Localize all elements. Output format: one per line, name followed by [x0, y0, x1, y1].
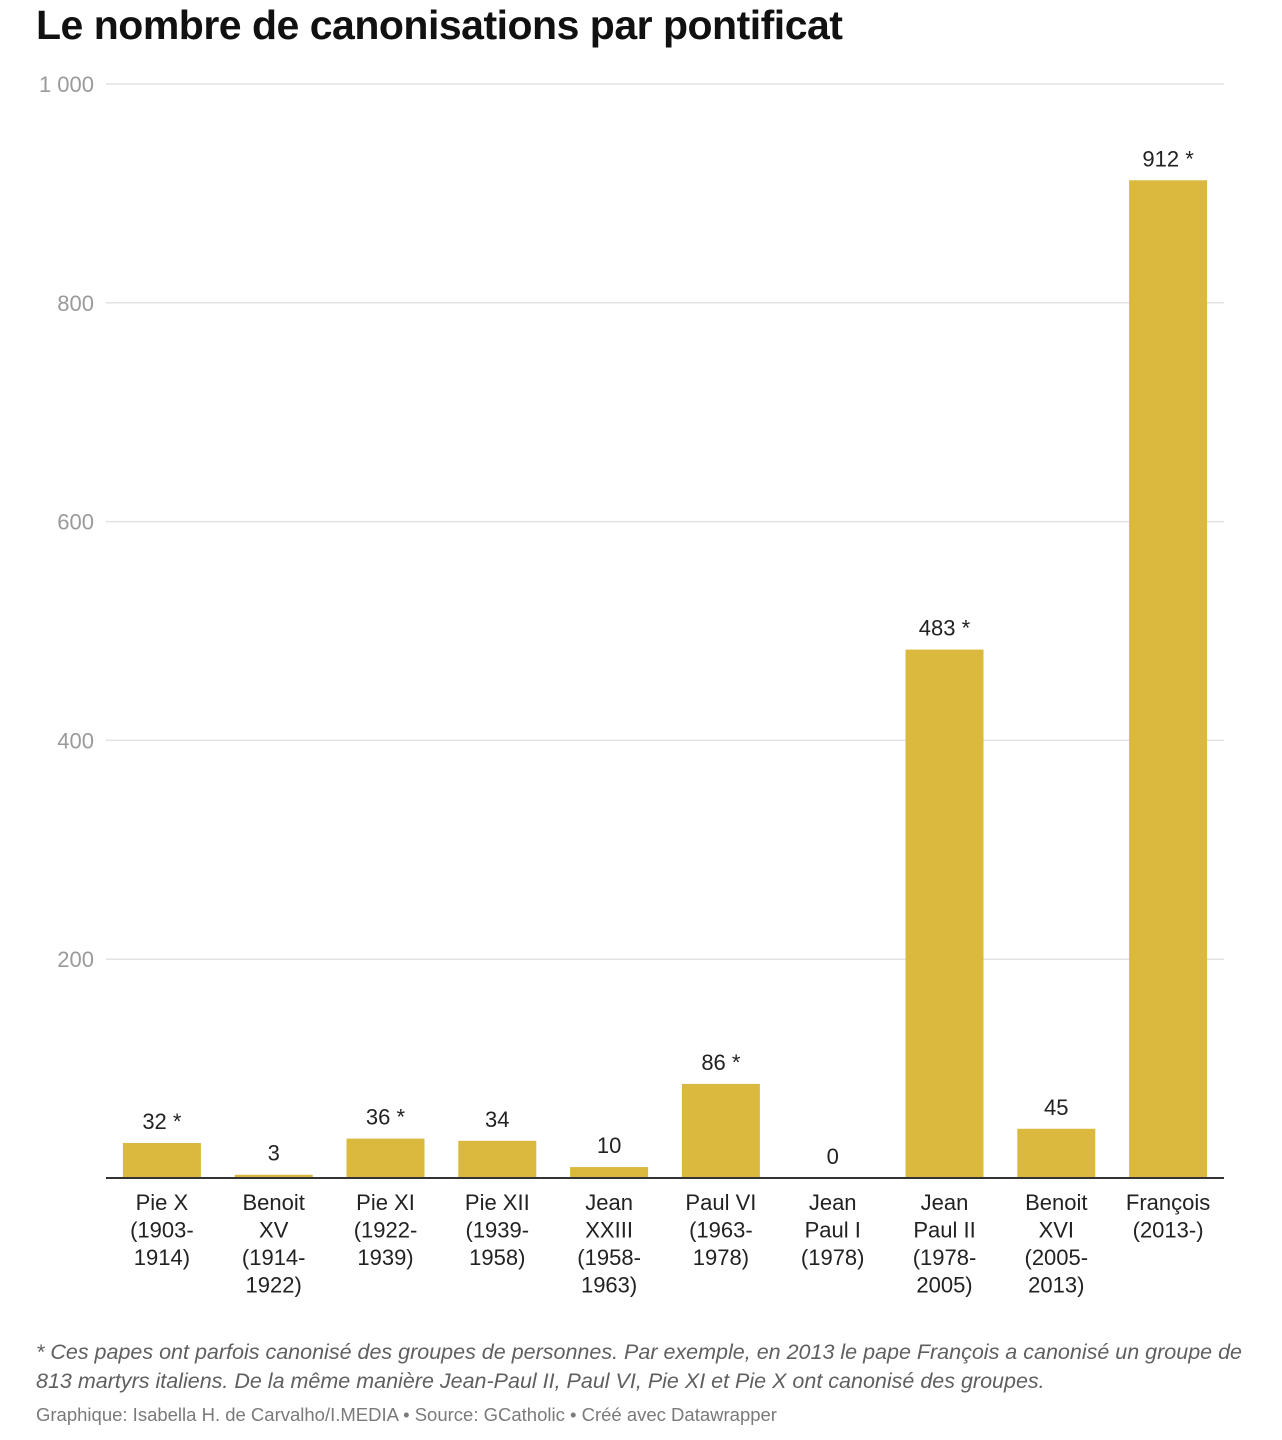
- chart-footnote: * Ces papes ont parfois canonisé des gro…: [36, 1340, 1242, 1393]
- x-tick-label: François (2013-): [1126, 1190, 1210, 1243]
- bar: [681, 1083, 760, 1178]
- bar-value-label: 483 *: [919, 616, 971, 641]
- x-tick-label: Jean Paul I (1978): [801, 1190, 865, 1270]
- x-tick-label: Benoit XVI (2005-2013): [1025, 1190, 1089, 1298]
- x-tick-label: Pie X (1903-1914): [130, 1190, 194, 1270]
- bar-chart: 200 400 600 800 1 000 32 * Pie X (1903-1914) 3 Be…: [39, 72, 1224, 1298]
- y-tick-label: 600: [57, 510, 94, 535]
- bar-value-label: 0: [827, 1144, 839, 1169]
- bar-value-label: 32 *: [142, 1109, 182, 1134]
- y-tick-label: 200: [57, 947, 94, 972]
- y-tick-label: 800: [57, 291, 94, 316]
- bar-value-label: 34: [485, 1107, 509, 1132]
- bar-value-label: 36 *: [366, 1105, 406, 1130]
- bar: [1017, 1128, 1096, 1178]
- x-tick-label: Jean Paul II (1978-2005): [913, 1190, 977, 1298]
- x-tick-label: Benoit XV (1914-1922): [242, 1190, 306, 1298]
- bar-value-label: 912 *: [1142, 146, 1194, 171]
- x-tick-label: Pie XII (1939-1958): [465, 1190, 530, 1270]
- y-tick-label: 1 000: [39, 72, 94, 97]
- bar: [234, 1174, 313, 1178]
- x-tick-label: Paul VI (1963-1978): [685, 1190, 756, 1270]
- chart-credit: Graphique: Isabella H. de Carvalho/I.MED…: [36, 1404, 777, 1425]
- bar-value-label: 86 *: [701, 1050, 741, 1075]
- bar: [122, 1142, 201, 1178]
- bar-value-label: 3: [268, 1141, 280, 1166]
- bar: [1129, 180, 1208, 1179]
- chart-title: Le nombre de canonisations par pontifica…: [36, 2, 843, 48]
- bar: [458, 1140, 537, 1178]
- x-tick-label: Pie XI (1922-1939): [354, 1190, 418, 1270]
- bar: [346, 1138, 425, 1178]
- x-tick-label: Jean XXIII (1958-1963): [577, 1190, 641, 1298]
- bar-value-label: 10: [597, 1133, 621, 1158]
- bar: [570, 1167, 649, 1178]
- bar: [905, 649, 984, 1178]
- y-tick-label: 400: [57, 728, 94, 753]
- bar-value-label: 45: [1044, 1095, 1068, 1120]
